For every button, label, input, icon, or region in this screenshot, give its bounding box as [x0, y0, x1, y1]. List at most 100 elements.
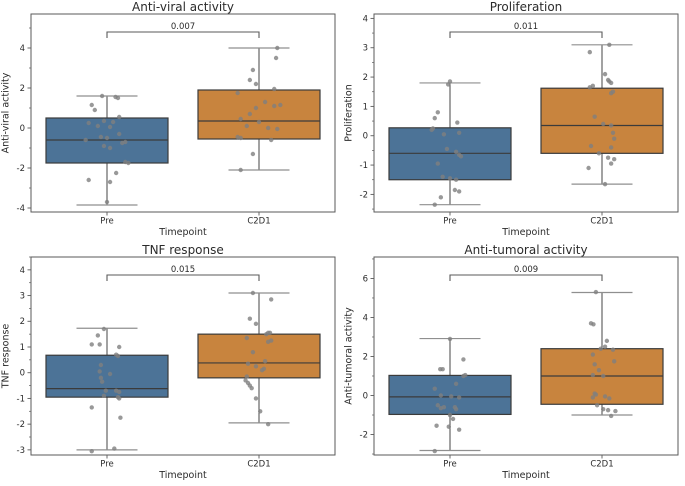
- data-point: [89, 405, 94, 410]
- strip-points-c2d1: [243, 290, 274, 427]
- strip-points-c2d1: [588, 289, 618, 419]
- data-point: [250, 349, 256, 355]
- data-point: [608, 123, 613, 128]
- data-point: [99, 379, 105, 384]
- data-point: [112, 446, 117, 451]
- data-point: [117, 114, 122, 120]
- box-c2d1: [539, 87, 664, 154]
- data-point: [602, 181, 607, 187]
- data-point: [587, 85, 592, 90]
- data-point: [113, 170, 119, 176]
- data-point: [447, 336, 452, 342]
- data-point: [238, 135, 243, 141]
- data-point: [600, 373, 605, 379]
- y-axis-label: Anti-tumoral activity: [343, 307, 354, 405]
- data-point: [244, 374, 249, 379]
- data-point: [249, 385, 254, 391]
- data-point: [244, 335, 249, 341]
- data-point: [250, 67, 256, 73]
- data-point: [107, 371, 113, 377]
- data-point: [438, 405, 443, 411]
- data-point: [453, 381, 458, 386]
- data-point: [590, 352, 595, 357]
- x-tick-label: Pre: [443, 460, 457, 470]
- panel-title: Proliferation: [489, 0, 562, 14]
- data-point: [598, 346, 603, 351]
- data-point: [110, 119, 116, 125]
- data-point: [454, 120, 460, 125]
- data-point: [608, 413, 613, 419]
- data-point: [107, 145, 113, 151]
- axes-frame: [373, 256, 678, 456]
- data-point: [460, 357, 466, 362]
- significance-bracket: 0.009: [448, 265, 603, 281]
- x-tick-label: C2D1: [247, 460, 270, 470]
- data-point: [262, 99, 268, 105]
- data-point: [585, 165, 591, 171]
- y-tick-label: -4: [17, 204, 25, 214]
- data-point: [590, 395, 595, 400]
- strip-points-c2d1: [235, 45, 283, 173]
- y-axis-label: TNF response: [1, 324, 12, 390]
- data-point: [244, 123, 249, 129]
- data-point: [594, 403, 599, 408]
- data-point: [86, 120, 91, 126]
- boxplot-svg: -2 -1 0 1 2 3 4 Pre C2D1 0.011 Proliferation Prolif…: [343, 0, 678, 238]
- data-point: [235, 90, 240, 96]
- data-point: [265, 125, 271, 131]
- data-point: [606, 42, 612, 47]
- data-point: [446, 424, 451, 429]
- y-tick-label: 4: [20, 266, 25, 276]
- data-point: [460, 373, 466, 379]
- x-tick-label: Pre: [443, 217, 457, 227]
- data-point: [605, 407, 610, 413]
- data-point: [429, 127, 434, 133]
- data-point: [253, 396, 259, 401]
- y-tick-label: 0: [20, 124, 25, 134]
- data-point: [238, 167, 243, 173]
- panel-title: Anti-viral activity: [132, 0, 234, 14]
- strip-points-pre: [83, 93, 131, 205]
- panel-title: TNF response: [141, 243, 224, 257]
- data-point: [104, 135, 110, 141]
- y-tick-label: 2: [362, 352, 367, 362]
- data-point: [259, 367, 265, 373]
- p-value-label: 0.011: [513, 22, 537, 32]
- y-tick-label: 6: [362, 274, 367, 284]
- y-tick-label: 2: [362, 73, 367, 83]
- data-point: [453, 406, 458, 412]
- data-point: [101, 393, 107, 399]
- data-point: [596, 367, 601, 373]
- panel-title: Anti-tumoral activity: [464, 243, 587, 257]
- data-point: [115, 95, 121, 101]
- p-value-label: 0.015: [171, 265, 195, 275]
- data-point: [247, 316, 253, 321]
- data-point: [247, 77, 253, 83]
- y-tick-label: 2: [20, 317, 25, 327]
- data-point: [98, 134, 104, 140]
- y-tick-label: 2: [20, 84, 25, 94]
- axes-frame: [30, 256, 336, 456]
- data-point: [275, 126, 280, 132]
- data-point: [253, 81, 259, 87]
- data-point: [456, 130, 461, 135]
- data-point: [275, 45, 280, 51]
- data-point: [273, 55, 279, 61]
- x-axis-label: Timepoint: [501, 227, 550, 238]
- significance-bracket: 0.011: [448, 22, 603, 38]
- data-point: [104, 199, 110, 205]
- data-point: [600, 406, 605, 412]
- data-point: [458, 154, 463, 159]
- data-point: [608, 161, 613, 166]
- p-value-label: 0.009: [513, 265, 537, 275]
- strip-points-pre: [89, 326, 123, 454]
- data-point: [452, 187, 457, 193]
- data-point: [447, 412, 452, 418]
- data-point: [272, 86, 277, 92]
- data-point: [264, 331, 269, 337]
- data-point: [265, 421, 271, 427]
- data-point: [247, 111, 253, 117]
- data-point: [438, 195, 443, 200]
- strip-points-pre: [432, 336, 467, 454]
- data-point: [126, 160, 131, 166]
